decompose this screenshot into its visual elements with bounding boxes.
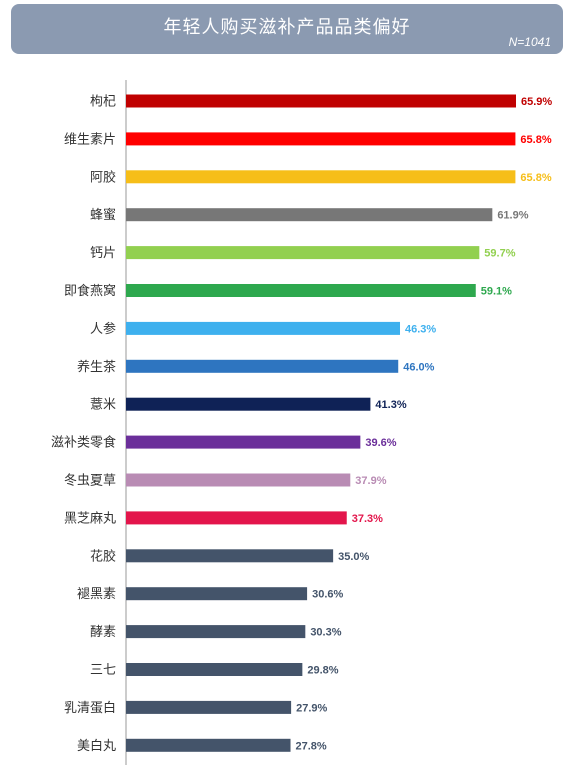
bar	[126, 246, 480, 260]
category-label: 冬虫夏草	[64, 473, 116, 489]
category-label: 枸杞	[90, 95, 116, 110]
bar	[126, 511, 347, 525]
bar	[126, 359, 399, 373]
value-label: 30.6%	[312, 589, 343, 601]
category-label: 三七	[90, 663, 116, 678]
value-label: 46.3%	[405, 323, 436, 335]
value-label: 61.9%	[497, 210, 528, 222]
value-label: 65.9%	[521, 96, 552, 108]
chart-title: 年轻人购买滋补产品品类偏好	[163, 17, 411, 38]
category-label: 黑芝麻丸	[64, 510, 116, 526]
value-label: 37.3%	[352, 513, 383, 525]
category-label: 钙片	[90, 246, 116, 261]
category-label: 滋补类零食	[51, 435, 116, 451]
value-label: 41.3%	[375, 399, 406, 411]
category-label: 酵素	[90, 625, 116, 640]
value-label: 59.1%	[481, 286, 512, 298]
bars-group: 枸杞 65.9% 维生素片 65.8% 阿胶 65.8% 蜂蜜 61.9% 钙片 59.7% 即食燕…	[51, 94, 552, 754]
bar	[126, 738, 291, 752]
category-label: 褪黑素	[77, 587, 116, 602]
value-label: 46.0%	[403, 361, 434, 373]
bar	[126, 435, 361, 449]
value-label: 59.7%	[484, 248, 515, 260]
value-label: 65.8%	[520, 134, 551, 146]
category-label: 蜂蜜	[90, 208, 116, 223]
category-label: 即食燕窝	[64, 283, 116, 299]
value-label: 29.8%	[307, 665, 338, 677]
value-label: 39.6%	[365, 437, 396, 449]
value-label: 37.9%	[355, 475, 386, 487]
bar	[126, 549, 334, 563]
bar	[126, 587, 308, 601]
category-label: 维生素片	[64, 132, 116, 147]
bar	[126, 700, 292, 714]
bar	[126, 397, 371, 411]
value-label: 27.9%	[296, 702, 327, 714]
value-label: 27.8%	[296, 740, 327, 752]
sample-size: N=1041	[508, 35, 551, 49]
value-label: 35.0%	[338, 551, 369, 563]
bar	[126, 132, 516, 146]
bar	[126, 663, 303, 676]
category-label: 美白丸	[77, 738, 116, 754]
bar	[126, 170, 516, 184]
bar	[126, 284, 476, 297]
category-label: 养生茶	[77, 359, 116, 375]
bar	[126, 473, 351, 487]
category-label: 阿胶	[90, 169, 116, 185]
value-label: 30.3%	[310, 627, 341, 639]
category-label: 薏米	[90, 398, 116, 413]
chart-header: 年轻人购买滋补产品品类偏好 N=1041	[11, 4, 563, 54]
category-label: 人参	[90, 321, 116, 337]
bar	[126, 94, 516, 108]
bar	[126, 321, 401, 335]
category-label: 乳清蛋白	[64, 700, 116, 716]
bar	[126, 208, 493, 222]
bar	[126, 625, 306, 639]
value-label: 65.8%	[520, 172, 551, 184]
category-label: 花胶	[90, 548, 116, 564]
